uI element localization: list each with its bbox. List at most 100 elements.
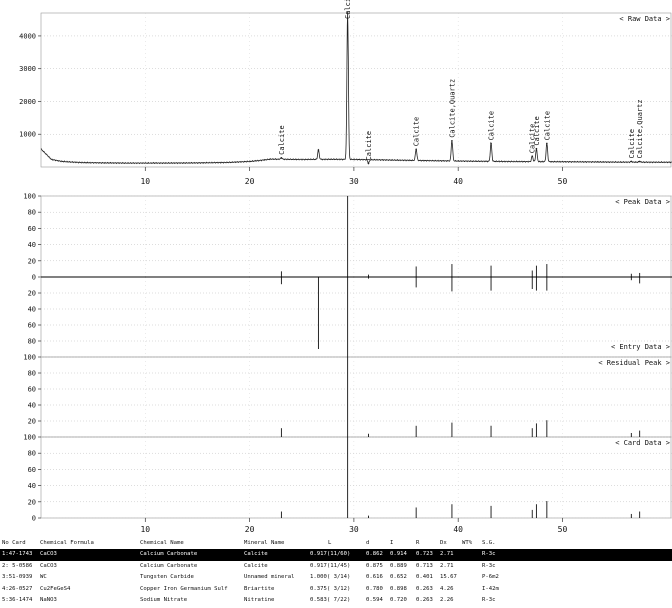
raw-peak-marker bbox=[638, 160, 641, 163]
cell-no: 5:36-1474 bbox=[2, 596, 33, 603]
table-row[interactable]: 4:26-0527 Cu2FeGeS4 Copper Iron Germanium … bbox=[0, 584, 672, 595]
cell-r: 0.713 bbox=[416, 562, 433, 569]
peak-ytick-label: 80 bbox=[28, 209, 36, 217]
cell-d: 0.594 bbox=[366, 596, 383, 603]
raw-peak-label: Calcite bbox=[488, 111, 496, 141]
raw-peak-marker bbox=[415, 148, 417, 151]
header-chemical-name: Chemical Name bbox=[140, 540, 184, 546]
raw-title: < Raw Data > bbox=[619, 15, 670, 23]
cell-name: Calcium Carbonate bbox=[140, 562, 198, 569]
residual-ytick-label: 100 bbox=[23, 354, 36, 362]
card-ytick-label: 40 bbox=[28, 482, 36, 490]
raw-peak-label: Calcite bbox=[365, 131, 373, 161]
cell-d: 0.875 bbox=[366, 562, 383, 569]
table-row[interactable]: 1:47-1743 CaCO3 Calcium Carbonate Calcite 0.… bbox=[0, 549, 672, 561]
cell-r: 0.263 bbox=[416, 596, 433, 603]
raw-peak-label: Calcite bbox=[344, 0, 352, 19]
cell-name: Tungsten Carbide bbox=[140, 574, 194, 581]
cell-sg: R-3c bbox=[482, 596, 496, 603]
card-ytick-label: 0 bbox=[32, 515, 36, 523]
cell-mineral: Nitratine bbox=[244, 596, 275, 603]
raw-peak-marker bbox=[317, 149, 320, 151]
cell-formula: WC bbox=[40, 574, 47, 581]
cell-no: 1:47-1743 bbox=[2, 551, 33, 558]
cell-formula: CaCO3 bbox=[40, 551, 57, 558]
residual-title: < Residual Peak > bbox=[598, 359, 670, 367]
cell-formula: Cu2FeGeS4 bbox=[40, 585, 71, 592]
entry-ytick-label: 20 bbox=[28, 290, 36, 298]
header-wt: WT% bbox=[462, 540, 473, 546]
peak-ytick-label: 40 bbox=[28, 241, 36, 249]
header-l: L bbox=[328, 540, 332, 546]
peak-ytick-label: 0 bbox=[32, 274, 36, 282]
raw-ytick-label: 1000 bbox=[19, 131, 36, 139]
bottom-xtick-label: 50 bbox=[558, 525, 568, 534]
raw-frame bbox=[40, 12, 672, 168]
bottom-xtick-label: 10 bbox=[140, 525, 150, 534]
raw-xtick-label: 40 bbox=[453, 177, 463, 186]
cell-i: 0.889 bbox=[390, 562, 407, 569]
header-r: R bbox=[416, 540, 420, 546]
raw-xtick-label: 20 bbox=[245, 177, 255, 186]
cell-i: 0.914 bbox=[390, 551, 407, 558]
raw-peak-label: Calcite,Quartz bbox=[636, 99, 644, 158]
raw-ytick-label: 2000 bbox=[19, 98, 36, 106]
table-header-row: No Card Chemical Formula Chemical Name M… bbox=[0, 538, 672, 549]
cell-r: 0.401 bbox=[416, 574, 433, 581]
cell-dx: 2.71 bbox=[440, 551, 454, 558]
cell-dx: 4.26 bbox=[440, 585, 454, 592]
cell-d: 0.780 bbox=[366, 585, 383, 592]
cell-name: Sodium Nitrate bbox=[140, 596, 188, 603]
cell-l: 0.917(11/60) bbox=[310, 551, 351, 558]
cell-mineral: Briartite bbox=[244, 585, 275, 592]
cell-formula: NaNO3 bbox=[40, 596, 57, 603]
cell-l: 1.000( 3/14) bbox=[310, 574, 351, 581]
bottom-xtick-label: 40 bbox=[453, 525, 463, 534]
raw-xtick-label: 30 bbox=[349, 177, 359, 186]
raw-data-line bbox=[40, 13, 672, 165]
cell-l: 0.917(11/45) bbox=[310, 562, 351, 569]
table-row[interactable]: 2: 5-0586 CaCO3 Calcium Carbonate Calcite 0.… bbox=[0, 561, 672, 572]
header-dx: Dx bbox=[440, 540, 447, 546]
card-frame bbox=[40, 436, 672, 519]
raw-peak-marker bbox=[367, 162, 370, 165]
peak-ytick-label: 60 bbox=[28, 225, 36, 233]
cell-formula: CaCO3 bbox=[40, 562, 57, 569]
cell-no: 4:26-0527 bbox=[2, 585, 33, 592]
entry-title: < Entry Data > bbox=[611, 343, 670, 351]
header-sg: S.G. bbox=[482, 540, 496, 546]
cell-sg: I-42m bbox=[482, 585, 499, 592]
raw-peak-marker bbox=[535, 147, 538, 150]
raw-peak-label: Calcite bbox=[543, 111, 551, 141]
bottom-xtick-label: 20 bbox=[245, 525, 255, 534]
residual-ytick-label: 80 bbox=[28, 370, 36, 378]
residual-ytick-label: 60 bbox=[28, 386, 36, 394]
raw-peak-marker bbox=[346, 12, 349, 14]
raw-peak-label: Calcite bbox=[413, 117, 421, 147]
cell-r: 0.723 bbox=[416, 551, 433, 558]
cell-mineral: Calcite bbox=[244, 551, 268, 558]
table-row[interactable]: 5:36-1474 NaNO3 Sodium Nitrate Nitratine 0.5… bbox=[0, 595, 672, 606]
entry-ytick-label: 80 bbox=[28, 338, 36, 346]
residual-ytick-label: 40 bbox=[28, 402, 36, 410]
cell-r: 0.263 bbox=[416, 585, 433, 592]
raw-ytick-label: 3000 bbox=[19, 65, 36, 73]
header-i: I bbox=[390, 540, 394, 546]
residual-frame bbox=[40, 356, 672, 438]
residual-ytick-label: 20 bbox=[28, 418, 36, 426]
entry-frame bbox=[40, 276, 672, 358]
raw-xtick-label: 50 bbox=[558, 177, 568, 186]
card-ytick-label: 60 bbox=[28, 466, 36, 474]
cell-sg: P-6m2 bbox=[482, 574, 499, 581]
table-row[interactable]: 3:51-0939 WC Tungsten Carbide Unnamed miner… bbox=[0, 572, 672, 583]
raw-peak-marker bbox=[630, 160, 633, 163]
card-title: < Card Data > bbox=[615, 439, 670, 447]
cell-d: 0.862 bbox=[366, 551, 383, 558]
raw-peak-label: Calcite,Quartz bbox=[448, 79, 456, 138]
raw-xtick-label: 10 bbox=[140, 177, 150, 186]
cell-name: Copper Iron Germanium Sulf bbox=[140, 585, 228, 592]
raw-peak-marker bbox=[546, 142, 548, 145]
header-no-card: No Card bbox=[2, 540, 26, 546]
raw-peak-marker bbox=[451, 139, 453, 142]
cell-mineral: Calcite bbox=[244, 562, 268, 569]
